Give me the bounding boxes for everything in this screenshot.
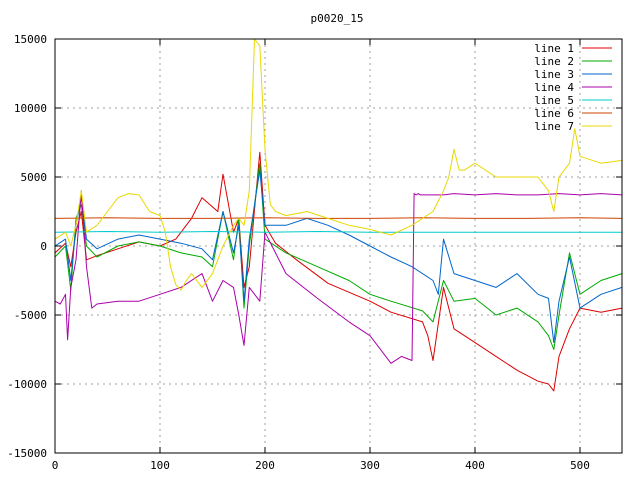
x-tick-label: 400 bbox=[465, 459, 485, 472]
series-line-4 bbox=[54, 190, 623, 364]
plot-frame bbox=[54, 38, 623, 454]
y-tick-label: -10000 bbox=[7, 378, 47, 391]
x-tick-label: 200 bbox=[255, 459, 275, 472]
legend-label-4: line 4 bbox=[534, 81, 574, 94]
y-tick-label: 0 bbox=[40, 240, 47, 253]
chart-title: p0020_15 bbox=[311, 12, 364, 25]
series-line-6 bbox=[54, 217, 623, 219]
series-line-5 bbox=[54, 231, 622, 233]
legend-label-1: line 1 bbox=[534, 42, 574, 55]
legend-label-6: line 6 bbox=[534, 107, 574, 120]
legend-label-7: line 7 bbox=[534, 120, 574, 133]
legend-label-3: line 3 bbox=[534, 68, 574, 81]
y-tick-label: 5000 bbox=[21, 171, 48, 184]
series-line-2 bbox=[54, 162, 623, 350]
x-tick-label: 100 bbox=[150, 459, 170, 472]
y-tick-label: -5000 bbox=[14, 309, 47, 322]
legend-label-2: line 2 bbox=[534, 55, 574, 68]
tick-layer: 0 100 200 300 400 500 -15000 -10000 -5000 0 5000 10… bbox=[7, 33, 622, 472]
x-tick-label: 300 bbox=[360, 459, 380, 472]
legend-label-5: line 5 bbox=[534, 94, 574, 107]
x-tick-label: 0 bbox=[52, 459, 59, 472]
y-tick-label: -15000 bbox=[7, 447, 47, 460]
y-tick-label: 15000 bbox=[14, 33, 47, 46]
series-line-3 bbox=[54, 169, 623, 344]
series-line-7 bbox=[54, 38, 623, 291]
series-line-1 bbox=[54, 151, 623, 392]
y-tick-label: 10000 bbox=[14, 102, 47, 115]
x-tick-label: 500 bbox=[570, 459, 590, 472]
series-layer bbox=[54, 38, 623, 392]
